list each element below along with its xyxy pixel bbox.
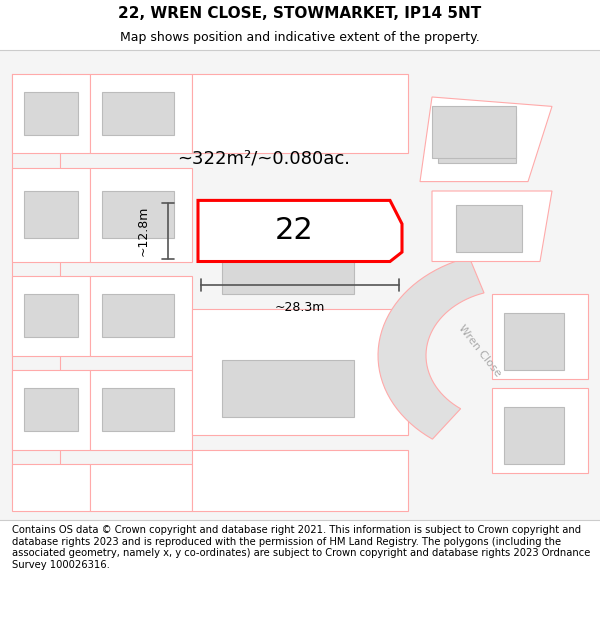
Bar <box>24 294 78 337</box>
Text: Wren Close: Wren Close <box>457 323 503 379</box>
Polygon shape <box>90 369 192 449</box>
Polygon shape <box>192 449 408 511</box>
Polygon shape <box>12 276 90 356</box>
Bar <box>102 294 174 337</box>
Polygon shape <box>90 276 192 356</box>
Polygon shape <box>12 168 90 261</box>
Polygon shape <box>198 201 402 261</box>
Bar <box>222 229 354 294</box>
Polygon shape <box>492 388 588 473</box>
Text: ~12.8m: ~12.8m <box>137 206 150 256</box>
Text: 22, WREN CLOSE, STOWMARKET, IP14 5NT: 22, WREN CLOSE, STOWMARKET, IP14 5NT <box>118 6 482 21</box>
Text: Contains OS data © Crown copyright and database right 2021. This information is : Contains OS data © Crown copyright and d… <box>12 525 590 570</box>
Polygon shape <box>90 168 192 261</box>
Bar <box>222 360 354 417</box>
Polygon shape <box>90 74 192 153</box>
Bar <box>24 92 78 134</box>
Polygon shape <box>378 257 484 439</box>
Polygon shape <box>420 97 552 182</box>
Bar <box>24 388 78 431</box>
Bar <box>438 116 516 162</box>
Polygon shape <box>90 464 192 511</box>
Polygon shape <box>192 309 408 436</box>
Bar <box>102 92 174 134</box>
Bar <box>432 106 516 158</box>
Polygon shape <box>492 294 588 379</box>
Bar <box>504 313 564 369</box>
Polygon shape <box>12 74 90 153</box>
Bar <box>504 408 564 464</box>
Text: ~28.3m: ~28.3m <box>275 301 325 314</box>
Polygon shape <box>12 464 90 511</box>
Bar <box>102 191 174 238</box>
Polygon shape <box>12 369 90 449</box>
Text: ~322m²/~0.080ac.: ~322m²/~0.080ac. <box>178 149 350 167</box>
Polygon shape <box>432 191 552 261</box>
Text: Map shows position and indicative extent of the property.: Map shows position and indicative extent… <box>120 31 480 44</box>
Bar <box>24 191 78 238</box>
Text: 22: 22 <box>275 216 313 246</box>
Polygon shape <box>192 74 408 153</box>
Bar <box>102 388 174 431</box>
Bar <box>456 205 522 252</box>
